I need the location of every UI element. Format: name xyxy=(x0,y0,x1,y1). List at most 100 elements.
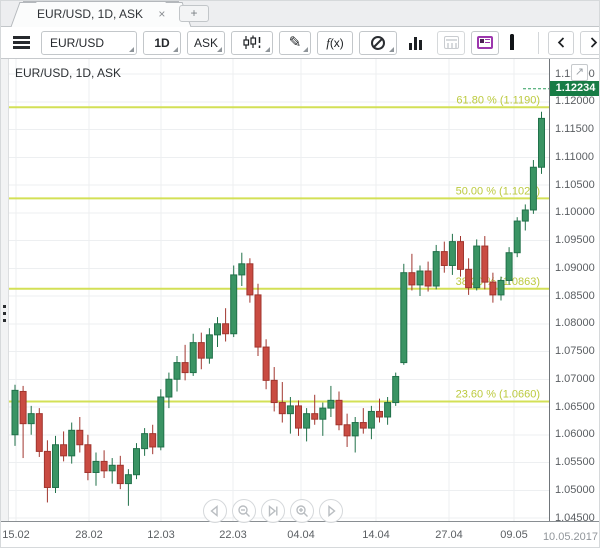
price-axis-label: 1.06000 xyxy=(555,428,595,441)
price-axis-label: 1.11500 xyxy=(555,123,594,135)
candle xyxy=(376,398,383,423)
draw-button[interactable]: ✎ xyxy=(279,30,311,55)
tab-eurusd[interactable]: EUR/USD, 1D, ASK × xyxy=(23,1,180,27)
zoom-in-button[interactable] xyxy=(290,499,314,523)
hamburger-bars xyxy=(12,36,30,49)
candle xyxy=(319,402,327,436)
step-forward-button[interactable] xyxy=(319,499,343,523)
back-button[interactable] xyxy=(548,30,574,55)
fib-level-label: 50.00 % (1.1026) xyxy=(456,185,540,197)
candle xyxy=(538,111,545,174)
calendar-button[interactable] xyxy=(437,30,465,55)
zoom-out-button[interactable] xyxy=(232,499,256,523)
price-axis-label: 1.05000 xyxy=(555,483,595,496)
date-axis-label: 14.04 xyxy=(362,529,390,541)
candle xyxy=(343,413,351,447)
candle xyxy=(481,236,489,290)
price-axis-label: 1.04500 xyxy=(555,511,595,524)
date-axis-label: 27.04 xyxy=(435,529,463,541)
indicators-button[interactable]: f(x) xyxy=(317,30,353,55)
candle xyxy=(335,391,343,431)
chart-type-button[interactable] xyxy=(231,30,273,55)
expand-chart-button[interactable]: ↗ xyxy=(571,64,588,81)
price-axis-label: 1.07000 xyxy=(555,372,595,385)
panel-splitter[interactable] xyxy=(1,59,9,521)
candle xyxy=(327,385,335,417)
candle xyxy=(60,431,68,462)
lock-icon xyxy=(510,33,524,50)
price-type-selector[interactable]: ASK xyxy=(187,30,225,55)
play-to-end-button[interactable] xyxy=(261,499,285,523)
expand-chart-icon: ↗ xyxy=(574,66,585,78)
zoom-out-icon xyxy=(238,505,250,517)
symbol-selector-value: EUR/USD xyxy=(50,35,105,50)
tab-label: EUR/USD, 1D, ASK xyxy=(37,7,144,21)
forward-button[interactable] xyxy=(580,30,599,55)
date-axis-label: 09.05 xyxy=(500,529,528,541)
bar-chart-icon xyxy=(409,37,422,50)
chart-title: EUR/USD, 1D, ASK xyxy=(15,66,122,80)
candle xyxy=(424,261,432,292)
candle xyxy=(416,265,424,296)
candle xyxy=(254,283,262,356)
candle xyxy=(157,389,165,451)
candle xyxy=(141,428,149,456)
volume-button[interactable] xyxy=(403,30,431,55)
candle xyxy=(214,317,221,348)
candle xyxy=(400,263,408,365)
indicators-label: f(x) xyxy=(326,34,344,50)
candle xyxy=(124,469,132,506)
candle xyxy=(84,434,92,481)
price-axis-label: 1.09500 xyxy=(555,234,595,246)
period-selector[interactable]: 1D xyxy=(143,30,181,55)
candle xyxy=(457,236,464,277)
price-axis-label: 1.12000 xyxy=(555,95,595,108)
date-axis[interactable]: 10.05.2017 15.02 28.02 12.03 22.03 04.04 14.0… xyxy=(1,521,599,547)
candle xyxy=(408,253,416,291)
date-axis-label: 28.02 xyxy=(75,529,103,541)
candle xyxy=(497,276,505,301)
price-axis[interactable]: 1.12234 1.125001.120001.115001.110001.10… xyxy=(549,59,599,524)
candle xyxy=(165,372,173,409)
candle xyxy=(11,384,19,446)
candle xyxy=(230,265,238,338)
candle xyxy=(489,272,497,303)
candle xyxy=(76,416,84,453)
candle xyxy=(197,332,205,370)
price-axis-label: 1.08500 xyxy=(555,289,595,302)
candle xyxy=(473,239,481,291)
lock-button[interactable] xyxy=(505,30,529,55)
step-back-button[interactable] xyxy=(203,499,227,523)
candle xyxy=(116,455,124,490)
price-axis-label: 1.08000 xyxy=(555,317,595,330)
price-axis-label: 1.11000 xyxy=(555,150,594,163)
news-button[interactable] xyxy=(471,30,499,55)
symbol-selector[interactable]: EUR/USD xyxy=(41,30,137,55)
candle xyxy=(278,382,286,423)
candle xyxy=(440,241,448,273)
fib-level-label: 61.80 % (1.1190) xyxy=(456,94,540,106)
candle xyxy=(27,405,35,435)
candle xyxy=(311,394,319,425)
ban-icon xyxy=(371,35,385,50)
candle xyxy=(262,339,270,390)
period-selector-value: 1D xyxy=(154,35,170,50)
candle xyxy=(19,385,27,459)
news-icon xyxy=(477,36,493,49)
date-axis-label: 15.02 xyxy=(2,529,30,541)
chevron-left-icon xyxy=(557,37,564,48)
candle xyxy=(529,160,537,214)
price-axis-label: 1.06500 xyxy=(555,400,595,413)
current-price-tag: 1.12234 xyxy=(550,81,599,97)
chart-plot[interactable]: 61.80 % (1.1190)50.00 % (1.1026)38.20 % … xyxy=(9,59,549,521)
hamburger-menu-icon[interactable] xyxy=(7,30,35,55)
tab-close-icon[interactable]: × xyxy=(158,7,166,21)
candle xyxy=(149,424,157,455)
candle xyxy=(205,328,213,364)
price-type-value: ASK xyxy=(193,35,218,50)
candle xyxy=(238,252,246,287)
chevron-right-icon xyxy=(590,37,597,48)
new-tab-button[interactable]: + xyxy=(179,5,209,22)
candle xyxy=(108,458,116,484)
clear-drawings-button[interactable] xyxy=(359,30,397,55)
